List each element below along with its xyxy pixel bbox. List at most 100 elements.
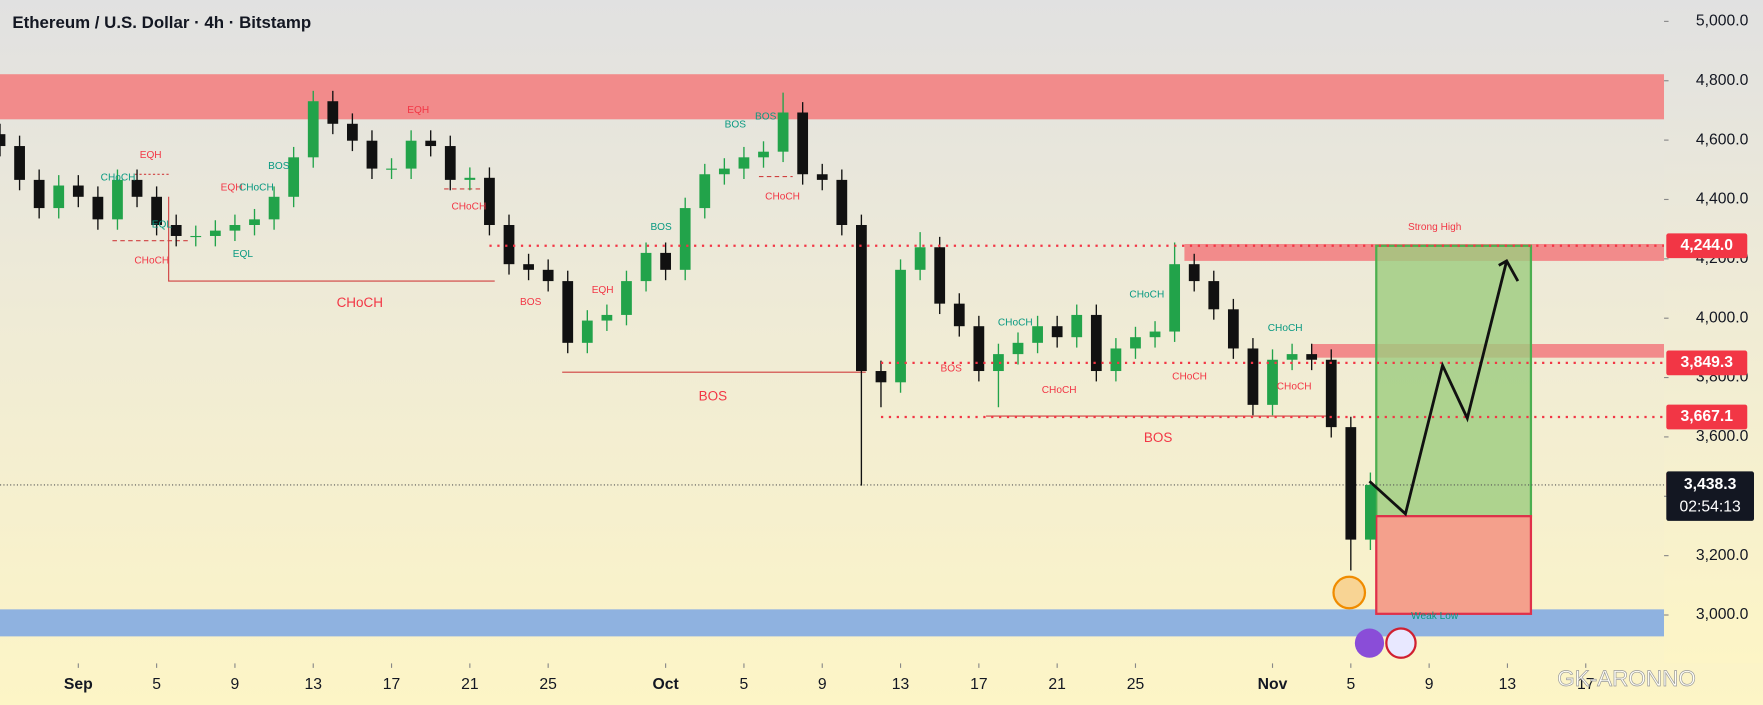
candle-body [112,179,123,220]
candle-body [797,112,809,175]
candle-body [386,168,397,170]
y-tick-label: 5,000.0 [1696,13,1749,30]
candle-body [679,208,691,270]
candle-body [914,247,926,270]
level-label: 4,244.0 [1681,237,1734,254]
countdown: 02:54:13 [1680,499,1741,516]
price-axis [1664,0,1763,664]
candle-body [268,196,280,220]
x-tick-label: Nov [1258,676,1288,693]
annotation: BOS [725,119,747,130]
level-badge [1666,350,1748,376]
candle-body [718,168,730,175]
candle-body [601,314,613,321]
y-tick-label: 4,800.0 [1696,72,1749,89]
candle-body [640,252,652,282]
candle-body [307,101,319,158]
x-tick-label: 25 [539,676,557,693]
candle-body [464,177,476,180]
annotation: BOS [755,112,777,123]
candle-body [738,157,750,169]
annotation: BOS [1144,430,1172,445]
candle-body [1051,326,1063,338]
icon [1385,627,1417,659]
candle-body [249,219,260,225]
y-tick-label: 3,000.0 [1696,606,1749,623]
candle-body [973,326,985,372]
annotation: BOS [650,222,672,233]
x-tick-label: 17 [383,676,401,693]
projection-arrowhead [1498,258,1520,282]
candle-body [621,281,632,315]
candle-body [1286,354,1298,360]
candle-body [14,146,25,180]
candle-body [484,177,495,225]
x-tick-label: 5 [1346,676,1355,693]
candle-body [1149,331,1161,338]
candle-body [523,264,534,270]
low-marker [1332,575,1367,610]
x-tick-label: 9 [818,676,827,693]
annotation: EQH [221,182,243,193]
candle-body [209,230,221,236]
candle-body [953,303,965,327]
candle-body [347,123,358,141]
annotation: EQL [233,249,254,260]
structure-lines [112,173,1327,417]
candle-body [1267,359,1278,405]
annotation: CHoCH [998,317,1033,328]
candle-body [1130,337,1141,349]
annotation: CHoCH [1268,323,1303,334]
candle-body [366,140,378,169]
x-tick-label: 17 [1577,676,1595,693]
candle-body [856,224,867,372]
y-tick-label: 4,600.0 [1696,131,1749,148]
y-tick-label: 4,000.0 [1696,309,1749,326]
candle-body [1365,484,1376,540]
x-tick-label: 21 [461,676,479,693]
candle-body [993,354,1004,372]
annotation: EQH [140,150,162,161]
annotation: EQH [407,105,429,116]
candle-body [425,140,437,147]
chart-title: Ethereum / U.S. Dollar · 4h · Bitstamp [12,13,311,32]
candle-body [836,179,848,225]
level-label: 3,849.3 [1681,354,1734,371]
position-loss [1375,515,1533,615]
x-tick-label: 13 [304,676,322,693]
last-price-label: 3,438.3 [1684,476,1737,493]
candle-body [758,151,769,158]
annotation: BOS [520,297,542,308]
watermark: GK-ARONNO [1557,666,1696,691]
x-tick-label: 17 [970,676,988,693]
last-price-badge [1666,471,1755,521]
x-tick-label: Oct [653,676,680,693]
candle-body [895,269,906,383]
candle-body [1090,314,1102,372]
annotation: CHoCH [1277,381,1312,392]
candle-body [1012,342,1024,355]
level-badge [1666,404,1748,430]
candle-body [542,269,554,282]
candle-body [816,174,828,180]
candle-body [229,224,241,231]
x-tick-label: Sep [64,676,93,693]
x-tick-label: 5 [740,676,749,693]
candle-body [0,134,6,147]
annotation: CHoCH [134,256,169,267]
annotation: Strong High [1408,222,1461,233]
annotation: BOS [699,388,727,403]
candle-body [1306,354,1318,360]
candle-body [1071,314,1083,338]
y-tick-label: 3,600.0 [1696,428,1749,445]
y-tick-label: 4,400.0 [1696,191,1749,208]
annotation: Weak Low [1411,611,1459,622]
candle-body [581,320,593,343]
candle-body [1110,348,1122,372]
annotation: CHoCH [101,172,136,183]
candle-body [1227,309,1239,349]
candle-body [660,252,672,270]
x-tick-label: 9 [231,676,240,693]
candle-body [405,140,417,169]
